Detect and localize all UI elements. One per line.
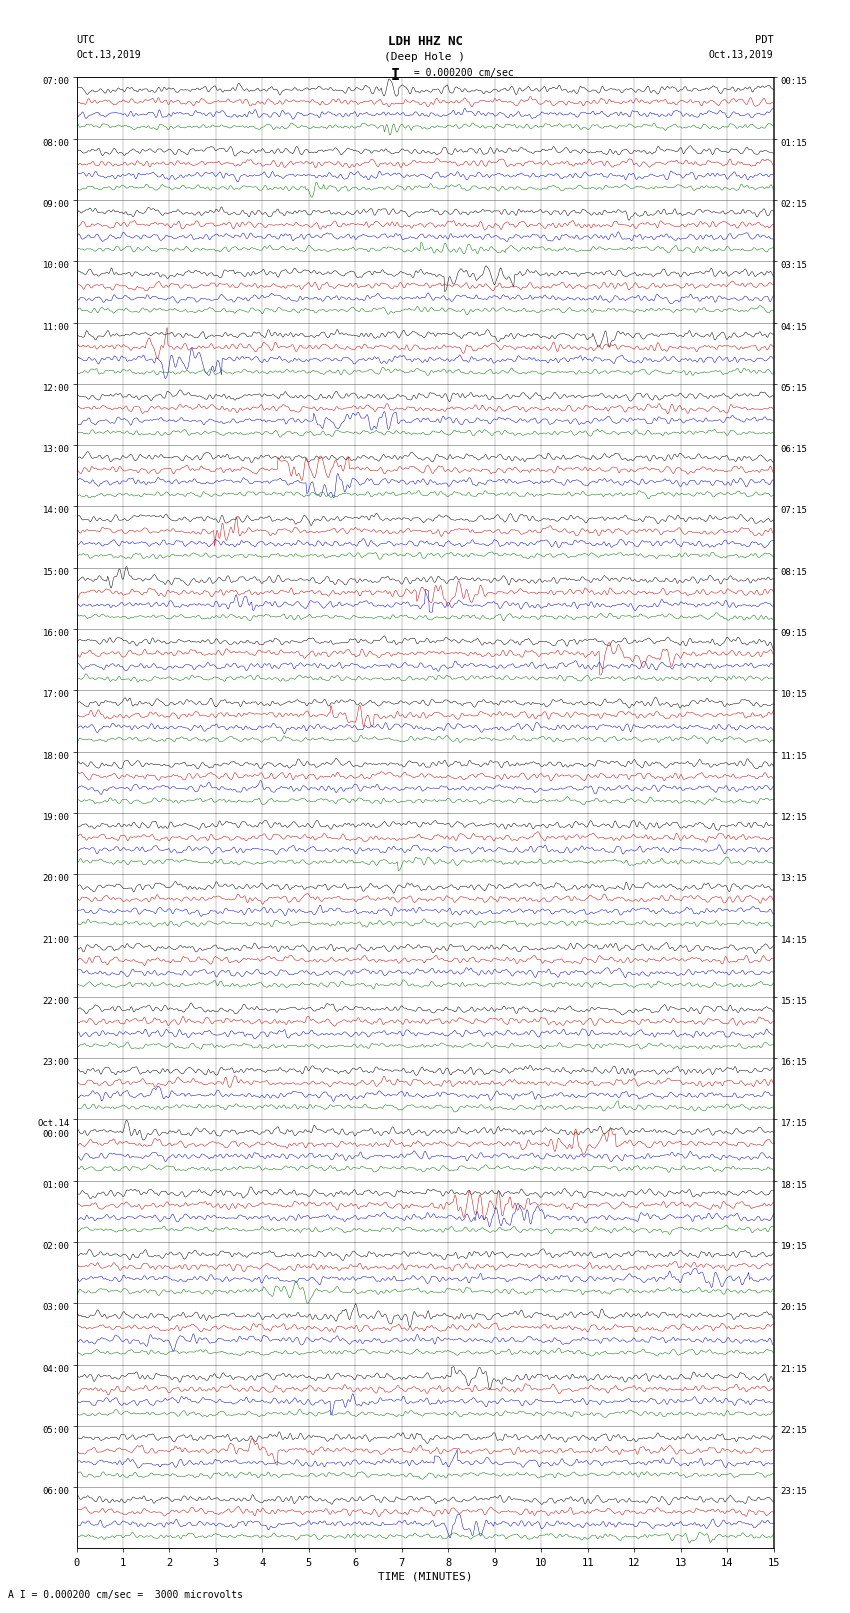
- Text: LDH HHZ NC: LDH HHZ NC: [388, 35, 462, 48]
- Text: A I = 0.000200 cm/sec =  3000 microvolts: A I = 0.000200 cm/sec = 3000 microvolts: [8, 1590, 243, 1600]
- X-axis label: TIME (MINUTES): TIME (MINUTES): [377, 1571, 473, 1582]
- Text: UTC: UTC: [76, 35, 95, 45]
- Text: Oct.13,2019: Oct.13,2019: [76, 50, 141, 60]
- Text: (Deep Hole ): (Deep Hole ): [384, 52, 466, 61]
- Text: PDT: PDT: [755, 35, 774, 45]
- Text: I: I: [391, 68, 399, 82]
- Text: = 0.000200 cm/sec: = 0.000200 cm/sec: [408, 68, 513, 77]
- Text: Oct.13,2019: Oct.13,2019: [709, 50, 774, 60]
